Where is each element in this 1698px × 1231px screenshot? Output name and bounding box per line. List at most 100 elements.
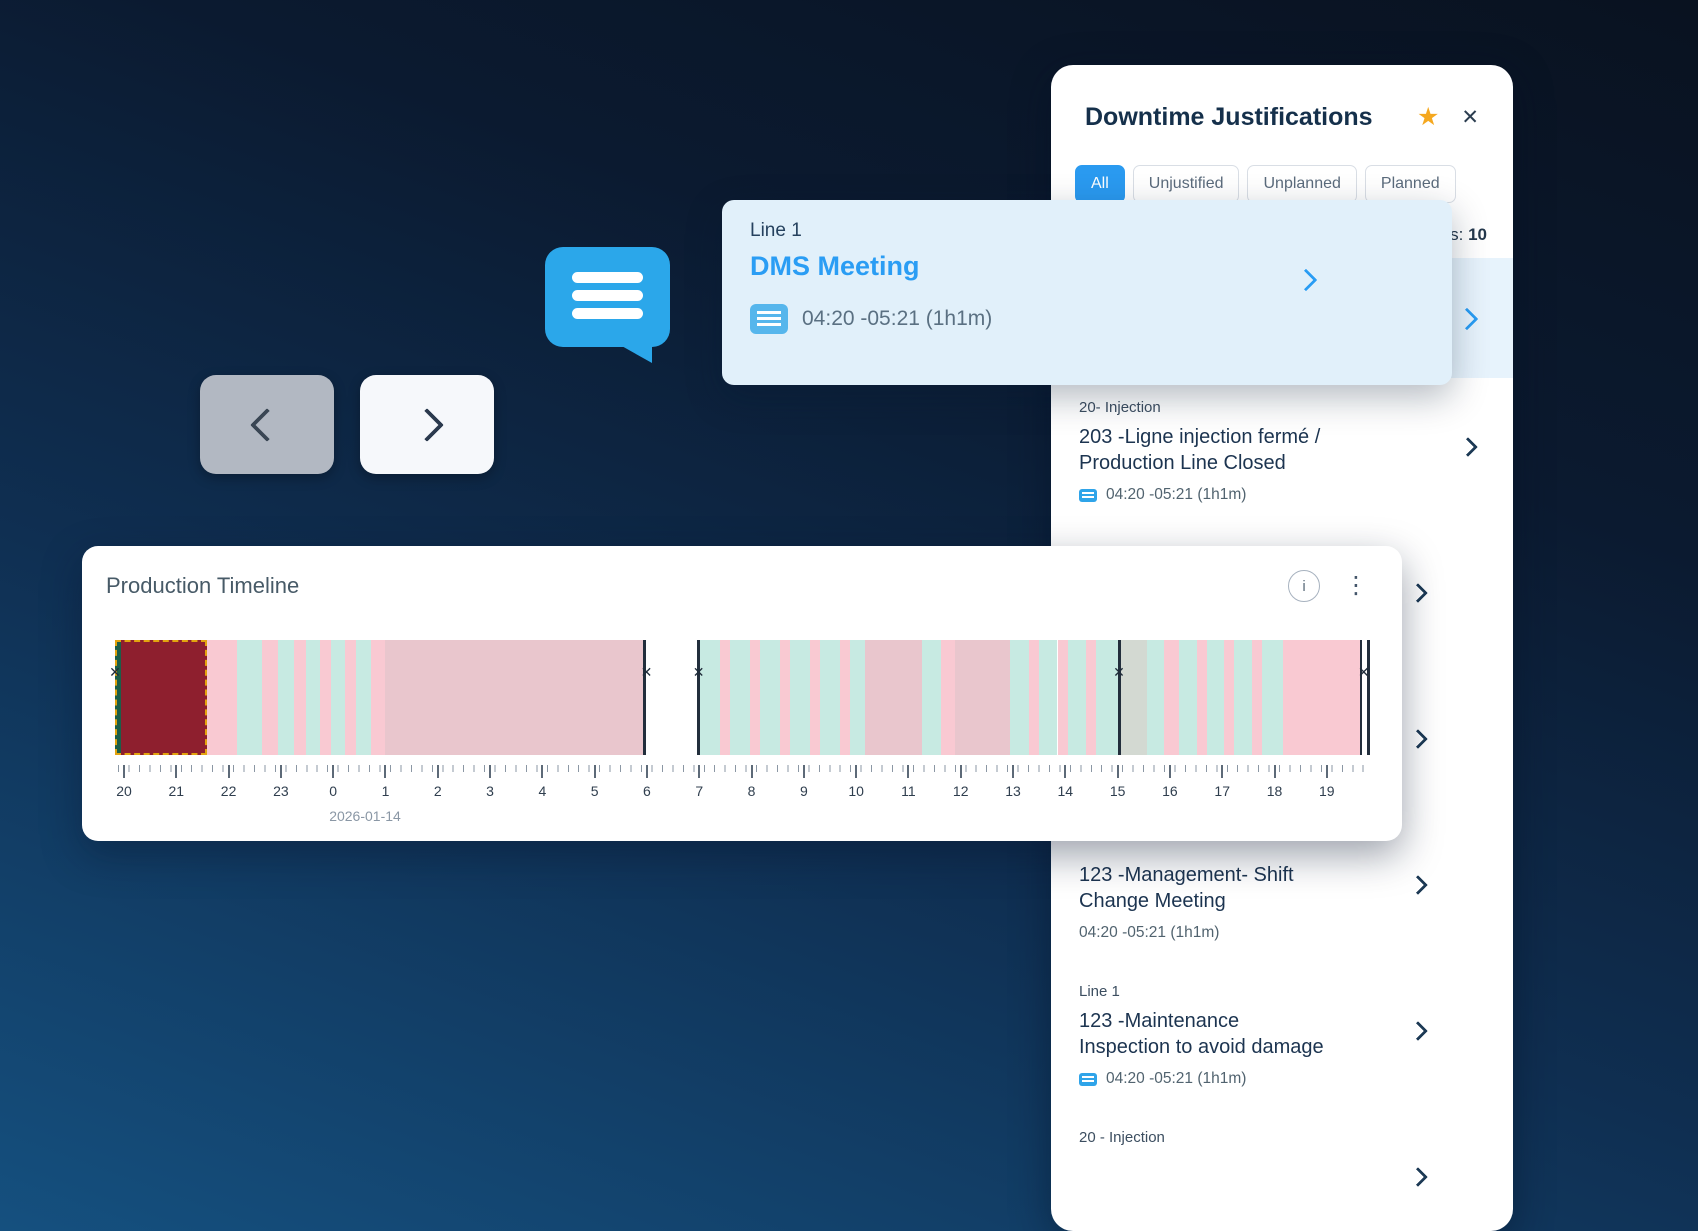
major-tick xyxy=(1221,765,1224,778)
chevron-right-icon xyxy=(410,407,444,442)
item-category: Line 1 xyxy=(1079,983,1120,1000)
major-tick xyxy=(436,765,439,778)
item-chevron[interactable] xyxy=(1458,437,1478,459)
item-time-row: 04:20 -05:21 (1h1m) xyxy=(1079,484,1393,506)
timeline-segment xyxy=(700,640,720,755)
downtime-tooltip: Line 1 DMS Meeting 04:20 -05:21 (1h1m) xyxy=(722,200,1452,385)
item-chevron[interactable] xyxy=(1408,1021,1428,1043)
timeline-marker-icon: ✕ xyxy=(640,664,653,680)
hour-label: 20 xyxy=(116,783,132,799)
item-chevron[interactable] xyxy=(1408,1167,1428,1189)
timeline-segment xyxy=(1362,640,1367,755)
timeline-segment xyxy=(820,640,841,755)
chevron-right-icon xyxy=(1408,1167,1428,1187)
filter-tab-all[interactable]: All xyxy=(1075,165,1125,203)
major-tick xyxy=(1012,765,1015,778)
timeline-segment xyxy=(1009,640,1029,755)
item-category: 20- Injection xyxy=(1079,399,1161,416)
timeline-segment xyxy=(384,640,644,755)
item-time: 04:20 -05:21 (1h1m) xyxy=(1106,1070,1247,1087)
item-chevron[interactable] xyxy=(1408,875,1428,897)
timeline-bar[interactable]: ✕ ✕ ✕ ✕ ✕ xyxy=(109,640,1370,755)
timeline-segment xyxy=(697,640,701,755)
item-time-row: 04:20 -05:21 (1h1m) xyxy=(1079,922,1393,944)
major-tick xyxy=(227,765,230,778)
minor-ticks xyxy=(115,765,1370,772)
hour-label: 15 xyxy=(1109,783,1126,799)
tooltip-title: DMS Meeting xyxy=(750,251,920,281)
item-chevron[interactable] xyxy=(1408,729,1428,751)
timeline-segment xyxy=(1120,640,1147,755)
timeline-segment xyxy=(954,640,1010,755)
timeline-segment xyxy=(261,640,279,755)
star-icon[interactable]: ★ xyxy=(1416,102,1440,131)
hour-label: 7 xyxy=(695,783,704,799)
major-tick xyxy=(122,765,125,778)
kebab-menu-icon[interactable]: ⋮ xyxy=(1344,572,1368,599)
timeline-segment xyxy=(940,640,955,755)
selected-segment-outline xyxy=(115,640,207,755)
item-title: 123 -Management- Shift Change Meeting xyxy=(1079,864,1294,912)
chevron-right-icon xyxy=(1408,875,1428,895)
comment-bubble-icon[interactable] xyxy=(545,247,670,347)
timeline-segment xyxy=(646,640,698,755)
tooltip-chevron[interactable] xyxy=(1294,268,1318,293)
tooltip-time-range: 04:20 -05:21 (1h1m) xyxy=(802,307,993,330)
justification-item[interactable]: 123 -Management- Shift Change Meeting 04:… xyxy=(1051,836,1513,944)
major-tick xyxy=(698,765,701,778)
major-tick xyxy=(175,765,178,778)
timeline-segment xyxy=(865,640,922,755)
timeline-segment xyxy=(1252,640,1263,755)
justification-item[interactable]: 20- Injection 203 -Ligne injection fermé … xyxy=(1051,398,1513,506)
major-tick xyxy=(1168,765,1171,778)
filter-tab-unplanned[interactable]: Unplanned xyxy=(1247,165,1357,203)
timeline-segment xyxy=(719,640,730,755)
close-icon[interactable]: ✕ xyxy=(1461,105,1479,129)
item-time-row xyxy=(1079,1214,1393,1231)
timeline-marker-icon: ✕ xyxy=(1113,664,1125,680)
major-tick xyxy=(489,765,492,778)
timeline-segment xyxy=(921,640,941,755)
timeline-segment xyxy=(1146,640,1165,755)
hour-label: 6 xyxy=(643,783,651,799)
filter-tab-planned[interactable]: Planned xyxy=(1364,165,1456,203)
prev-button[interactable] xyxy=(200,375,334,474)
hour-label: 2 xyxy=(433,783,442,799)
major-tick xyxy=(959,765,962,778)
timeline-segment xyxy=(1366,640,1370,755)
hour-label: 22 xyxy=(220,783,237,799)
chevron-right-icon xyxy=(1294,268,1318,292)
chevron-left-icon xyxy=(250,407,284,442)
justification-item[interactable]: Line 1 123 -Maintenance Inspection to avo… xyxy=(1051,982,1513,1090)
timeline-segment xyxy=(1117,640,1121,755)
count-label: s: xyxy=(1450,225,1464,244)
justification-item[interactable]: 20 - Injection xyxy=(1051,1128,1513,1231)
item-title xyxy=(1079,1154,1393,1206)
item-category: 20 - Injection xyxy=(1079,1129,1165,1146)
hour-label: 19 xyxy=(1319,783,1335,799)
count-value: 10 xyxy=(1468,225,1487,244)
timeline-segment xyxy=(729,640,751,755)
hour-label: 0 xyxy=(329,783,338,799)
major-tick xyxy=(750,765,753,778)
filter-tab-unjustified[interactable]: Unjustified xyxy=(1132,165,1240,203)
major-tick xyxy=(1116,765,1119,778)
major-tick xyxy=(593,765,596,778)
timeline-segment xyxy=(1038,640,1058,755)
major-tick xyxy=(645,765,648,778)
timeline-segment xyxy=(1179,640,1197,755)
hour-label: 3 xyxy=(486,783,494,799)
timeline-segment xyxy=(1067,640,1087,755)
timeline-segment xyxy=(319,640,331,755)
timeline-segment xyxy=(1164,640,1180,755)
hour-label: 12 xyxy=(952,783,969,799)
timeline-segment xyxy=(236,640,262,755)
major-tick xyxy=(1325,765,1328,778)
timeline-axis: 20 21 22 23 0 1 2 3 4 5 6 7 8 9 10 11 12 13 14 15 16 17 18 19 xyxy=(115,765,1370,815)
next-button[interactable] xyxy=(360,375,494,474)
item-chevron[interactable] xyxy=(1408,583,1428,605)
info-icon[interactable]: i xyxy=(1288,570,1320,602)
hour-label: 16 xyxy=(1162,783,1178,799)
hour-label: 10 xyxy=(848,783,864,799)
timeline-segment xyxy=(1096,640,1118,755)
